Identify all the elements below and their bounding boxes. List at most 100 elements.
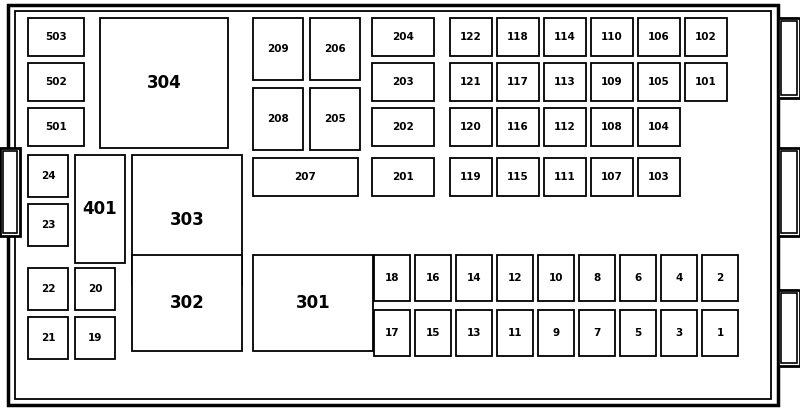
Text: 113: 113 <box>554 77 576 87</box>
Bar <box>544 108 586 146</box>
Text: 13: 13 <box>466 328 482 338</box>
Bar <box>778 290 800 366</box>
Text: 18: 18 <box>385 273 399 283</box>
Text: 8: 8 <box>594 273 601 283</box>
Bar <box>28 317 68 359</box>
Bar <box>28 268 68 310</box>
Bar <box>497 18 539 56</box>
Bar <box>538 310 574 356</box>
Text: 202: 202 <box>392 122 414 132</box>
Text: 112: 112 <box>554 122 576 132</box>
Bar <box>450 18 492 56</box>
Bar <box>579 255 615 301</box>
Bar <box>253 255 373 351</box>
Text: 6: 6 <box>634 273 642 283</box>
Text: 201: 201 <box>392 172 414 182</box>
Bar <box>372 158 434 196</box>
Bar <box>75 155 125 263</box>
Bar <box>497 108 539 146</box>
Text: 2: 2 <box>716 273 724 283</box>
Text: 116: 116 <box>507 122 529 132</box>
Bar <box>310 88 360 150</box>
Text: 9: 9 <box>553 328 559 338</box>
Bar <box>3 151 17 233</box>
Bar <box>415 310 451 356</box>
Bar <box>781 21 797 95</box>
Text: 108: 108 <box>601 122 623 132</box>
Bar <box>591 108 633 146</box>
Text: 20: 20 <box>88 284 102 294</box>
Bar <box>620 255 656 301</box>
Text: 4: 4 <box>675 273 682 283</box>
Bar <box>778 18 800 98</box>
Text: 501: 501 <box>45 122 67 132</box>
Text: 122: 122 <box>460 32 482 42</box>
Bar <box>75 268 115 310</box>
Text: 19: 19 <box>88 333 102 343</box>
Bar <box>450 108 492 146</box>
Bar <box>28 108 84 146</box>
Bar <box>544 18 586 56</box>
Text: 109: 109 <box>601 77 623 87</box>
Bar <box>456 255 492 301</box>
Text: 17: 17 <box>385 328 399 338</box>
Text: 303: 303 <box>170 211 204 229</box>
Bar <box>638 18 680 56</box>
Text: 206: 206 <box>324 44 346 54</box>
Bar <box>638 158 680 196</box>
Text: 104: 104 <box>648 122 670 132</box>
Text: 12: 12 <box>508 273 522 283</box>
Text: 304: 304 <box>146 74 182 92</box>
Text: 15: 15 <box>426 328 440 338</box>
Bar <box>702 255 738 301</box>
Text: 110: 110 <box>601 32 623 42</box>
Text: 111: 111 <box>554 172 576 182</box>
Bar <box>781 293 797 363</box>
Text: 107: 107 <box>601 172 623 182</box>
Text: 302: 302 <box>170 294 204 312</box>
Bar <box>374 255 410 301</box>
Text: 203: 203 <box>392 77 414 87</box>
Text: 117: 117 <box>507 77 529 87</box>
Text: 101: 101 <box>695 77 717 87</box>
Text: 14: 14 <box>466 273 482 283</box>
Bar <box>638 63 680 101</box>
Bar <box>253 18 303 80</box>
Text: 21: 21 <box>41 333 55 343</box>
Bar <box>415 255 451 301</box>
Text: 22: 22 <box>41 284 55 294</box>
Text: 121: 121 <box>460 77 482 87</box>
Bar <box>591 158 633 196</box>
Text: 209: 209 <box>267 44 289 54</box>
Text: 119: 119 <box>460 172 482 182</box>
Text: 1: 1 <box>716 328 724 338</box>
Bar <box>497 255 533 301</box>
Bar <box>28 18 84 56</box>
Text: 115: 115 <box>507 172 529 182</box>
Bar <box>253 88 303 150</box>
Bar <box>75 317 115 359</box>
Text: 120: 120 <box>460 122 482 132</box>
Bar <box>372 108 434 146</box>
Text: 5: 5 <box>634 328 642 338</box>
Text: 23: 23 <box>41 220 55 230</box>
Text: 3: 3 <box>675 328 682 338</box>
Bar <box>253 158 358 196</box>
Bar <box>372 63 434 101</box>
Text: 105: 105 <box>648 77 670 87</box>
Bar <box>450 63 492 101</box>
Text: 103: 103 <box>648 172 670 182</box>
Bar <box>591 63 633 101</box>
Text: 208: 208 <box>267 114 289 124</box>
Text: 106: 106 <box>648 32 670 42</box>
Bar <box>778 148 800 236</box>
Bar <box>310 18 360 80</box>
Bar <box>538 255 574 301</box>
Text: 401: 401 <box>82 200 118 218</box>
Text: 11: 11 <box>508 328 522 338</box>
Bar <box>374 310 410 356</box>
Bar <box>372 18 434 56</box>
Text: 10: 10 <box>549 273 563 283</box>
Bar <box>497 310 533 356</box>
Bar <box>28 155 68 197</box>
